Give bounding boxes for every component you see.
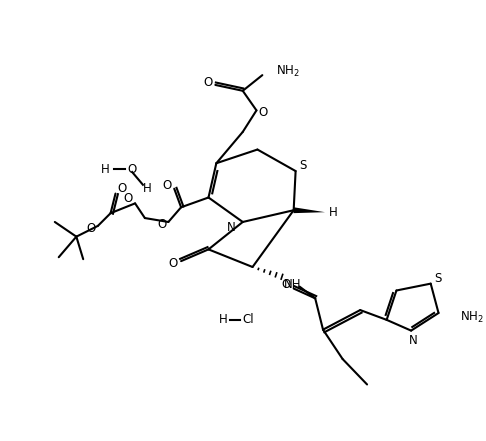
Text: O: O <box>123 192 133 205</box>
Text: NH: NH <box>284 278 301 291</box>
Text: O: O <box>163 179 172 192</box>
Text: NH$_2$: NH$_2$ <box>276 64 300 79</box>
Text: O: O <box>87 222 96 235</box>
Polygon shape <box>294 207 325 213</box>
Text: N: N <box>409 334 417 347</box>
Text: H: H <box>219 314 227 326</box>
Text: O: O <box>281 278 291 291</box>
Text: O: O <box>157 218 166 232</box>
Text: O: O <box>169 257 178 269</box>
Text: O: O <box>118 182 127 195</box>
Text: Cl: Cl <box>243 314 255 326</box>
Text: S: S <box>299 159 306 172</box>
Text: NH$_2$: NH$_2$ <box>460 310 484 325</box>
Text: O: O <box>127 163 137 176</box>
Text: H: H <box>142 182 151 195</box>
Text: O: O <box>203 76 212 90</box>
Text: S: S <box>434 272 441 285</box>
Text: H: H <box>102 163 110 176</box>
Text: N: N <box>226 221 235 234</box>
Text: O: O <box>259 106 268 119</box>
Text: H: H <box>329 206 337 219</box>
